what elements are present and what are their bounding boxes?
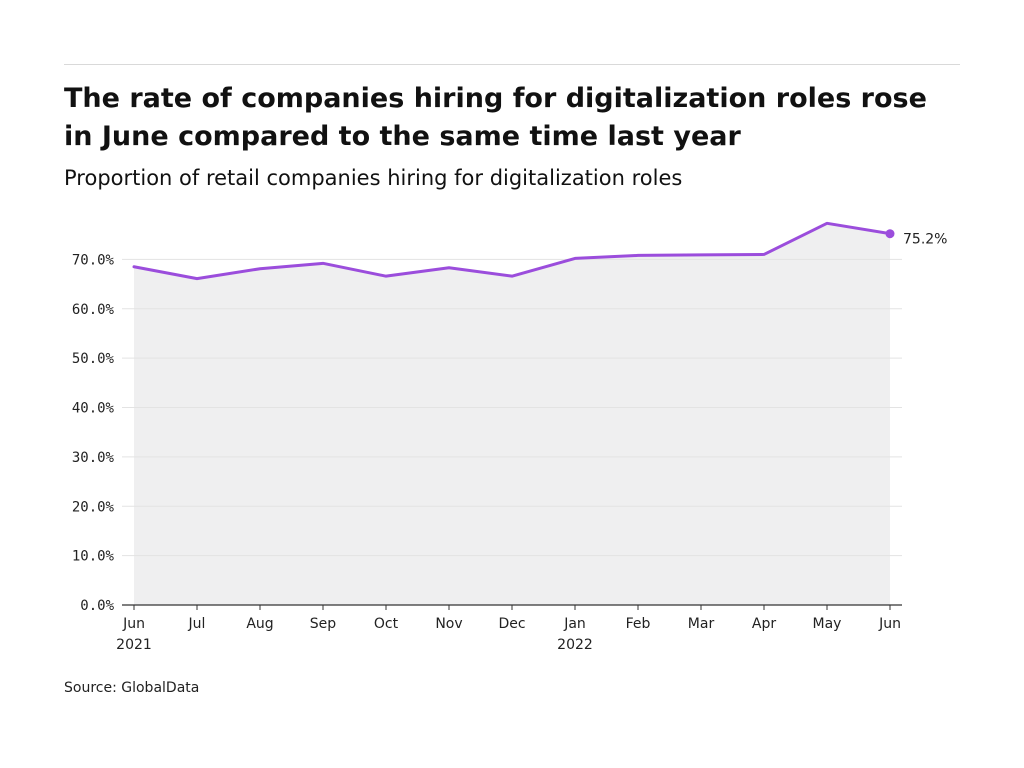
y-tick-label: 0.0% — [80, 598, 114, 614]
x-tick-label: Jan — [563, 616, 586, 632]
x-tick-label: May — [813, 616, 842, 632]
x-tick-label: Jul — [188, 616, 206, 632]
area-fill — [134, 223, 890, 606]
x-tick-label: Jun — [122, 616, 145, 632]
y-tick-label: 10.0% — [72, 549, 115, 565]
chart-subtitle: Proportion of retail companies hiring fo… — [64, 166, 683, 190]
y-tick-label: 60.0% — [72, 302, 115, 318]
x-tick-label: Feb — [626, 616, 651, 632]
x-tick-label: Sep — [310, 616, 337, 632]
y-tick-label: 70.0% — [72, 252, 115, 268]
source-note: Source: GlobalData — [64, 680, 200, 696]
x-tick-label: Dec — [498, 616, 525, 632]
end-point-marker — [885, 229, 895, 239]
x-tick-label: Oct — [374, 616, 399, 632]
y-tick-label: 30.0% — [72, 450, 115, 466]
series-line — [132, 221, 892, 281]
chart-title: The rate of companies hiring for digital… — [64, 83, 927, 152]
x-tick-label: 2021 — [116, 637, 152, 653]
top-rule — [64, 64, 960, 65]
x-tick-label: 2022 — [557, 637, 593, 653]
x-tick-label: Apr — [752, 616, 776, 632]
x-tick-label: Jun — [878, 616, 901, 632]
y-tick-label: 20.0% — [72, 499, 115, 515]
x-tick-label: Aug — [246, 616, 273, 632]
end-value-label: 75.2% — [903, 232, 947, 248]
y-tick-label: 40.0% — [72, 401, 115, 417]
x-tick-label: Nov — [435, 616, 462, 632]
x-tick-label: Mar — [688, 616, 715, 632]
y-tick-label: 50.0% — [72, 351, 115, 367]
